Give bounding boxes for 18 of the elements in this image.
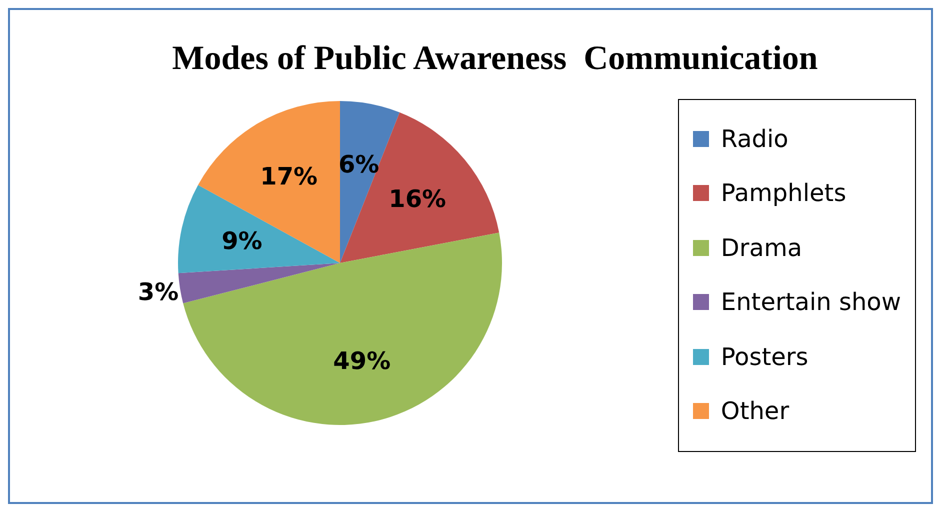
- data-label: 6%: [338, 150, 380, 178]
- data-label: 16%: [388, 184, 446, 213]
- pie-slice: [198, 101, 340, 263]
- legend-label: Drama: [720, 234, 802, 262]
- data-label: 3%: [138, 278, 179, 306]
- data-label: 49%: [333, 347, 391, 376]
- chart-title: Modes of Public Awareness Communication: [171, 40, 819, 78]
- pie-slice: [178, 184, 340, 274]
- pie-slice: [183, 232, 502, 425]
- pie-slice: [178, 263, 340, 304]
- legend-label: Radio: [720, 124, 788, 153]
- legend-label: Other: [720, 397, 790, 426]
- data-label: 9%: [222, 227, 262, 256]
- pie-slice: [340, 112, 500, 263]
- data-label: 17%: [260, 162, 318, 191]
- legend-label: Posters: [720, 342, 808, 371]
- legend-label: Pamphlets: [720, 179, 846, 208]
- legend-label: Entertain show: [720, 288, 901, 316]
